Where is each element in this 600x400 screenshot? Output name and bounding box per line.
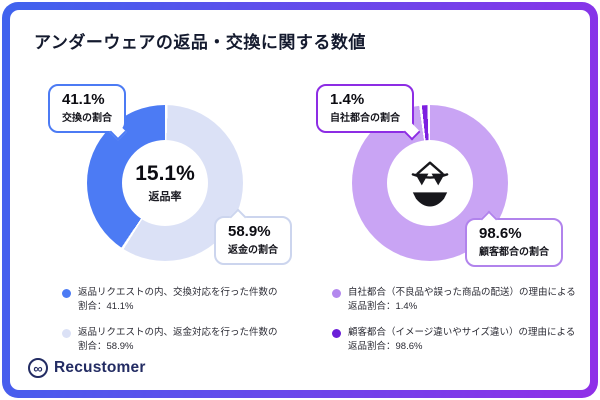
legend-dot-customer-reason — [332, 328, 341, 338]
legend-dot-refund — [62, 328, 71, 338]
legend-right: 自社都合（不良品や誤った商品の配送）の理由による返品割合：1.4% 顧客都合（イ… — [332, 286, 580, 354]
legend-text: 返品リクエストの内、返金対応を行った件数の割合：58.9% — [78, 326, 278, 352]
callout-label: 返金の割合 — [228, 245, 278, 256]
legend-text: 返品リクエストの内、交換対応を行った件数の割合：41.1% — [78, 287, 278, 313]
return-reason-donut-center — [387, 140, 473, 226]
callout-value: 41.1% — [62, 91, 105, 108]
legend-text: 顧客都合（イメージ違いやサイズ違い）の理由による返品割合：98.6% — [348, 326, 576, 352]
underwear-icon — [405, 158, 455, 208]
legend-left: 返品リクエストの内、交換対応を行った件数の割合：41.1% 返品リクエストの内、… — [62, 286, 280, 354]
recustomer-logo-icon: ∞ — [28, 358, 48, 378]
callout-company-reason-share: 1.4% 自社都合の割合 — [316, 84, 414, 133]
callout-exchange-share: 41.1% 交換の割合 — [48, 84, 126, 133]
callout-refund-share: 58.9% 返金の割合 — [214, 216, 292, 265]
legend-item-exchange: 返品リクエストの内、交換対応を行った件数の割合：41.1% — [62, 286, 280, 315]
page-title: アンダーウェアの返品・交換に関する数値 — [34, 33, 366, 52]
callout-value: 1.4% — [330, 91, 365, 108]
callout-label: 自社都合の割合 — [330, 113, 400, 124]
brand-name: Recustomer — [54, 359, 146, 376]
return-rate-label: 返品率 — [148, 191, 182, 203]
return-rate-donut-center: 15.1% 返品率 — [122, 140, 208, 226]
callout-customer-reason-share: 98.6% 顧客都合の割合 — [465, 218, 563, 267]
callout-label: 顧客都合の割合 — [479, 247, 549, 258]
callout-value: 58.9% — [228, 223, 271, 240]
legend-item-customer-reason: 顧客都合（イメージ違いやサイズ違い）の理由による返品割合：98.6% — [332, 326, 580, 355]
brand-footer: ∞ Recustomer — [28, 358, 146, 378]
legend-item-company-reason: 自社都合（不良品や誤った商品の配送）の理由による返品割合：1.4% — [332, 286, 580, 315]
legend-dot-exchange — [62, 289, 71, 298]
legend-dot-company-reason — [332, 289, 341, 298]
return-rate-value: 15.1% — [135, 162, 195, 185]
legend-text: 自社都合（不良品や誤った商品の配送）の理由による返品割合：1.4% — [348, 287, 576, 313]
callout-value: 98.6% — [479, 225, 522, 242]
legend-item-refund: 返品リクエストの内、返金対応を行った件数の割合：58.9% — [62, 326, 280, 355]
callout-label: 交換の割合 — [62, 113, 112, 124]
card: アンダーウェアの返品・交換に関する数値 15.1% 返品率 — [10, 10, 590, 390]
